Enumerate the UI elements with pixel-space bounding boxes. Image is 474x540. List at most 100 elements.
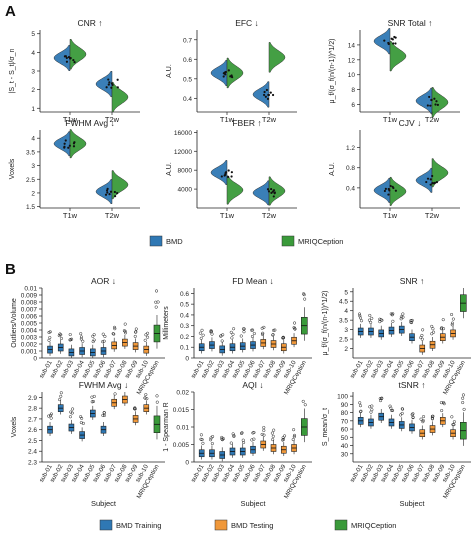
outlier-point [199, 433, 203, 437]
data-point [267, 190, 271, 193]
outlier-point [272, 328, 276, 332]
y-tick-label: 1.5 [26, 204, 35, 211]
y-tick-label: 0.009 [21, 293, 38, 300]
y-axis-label: A.U. [329, 162, 336, 176]
violin-half-bmd [415, 167, 433, 193]
outlier-point [123, 322, 127, 326]
outlier-point [391, 312, 395, 316]
y-tick-label: 0.01 [24, 286, 37, 293]
violin-half-mriqception [111, 170, 129, 200]
y-tick-label: 0.001 [21, 349, 38, 356]
outlier-point [272, 428, 276, 432]
data-point [67, 55, 71, 59]
outlier-point [144, 393, 148, 397]
y-tick-label: 16000 [174, 130, 192, 137]
outlier-point [59, 394, 63, 398]
data-point [227, 175, 230, 179]
outlier-point [79, 335, 83, 339]
outlier-point [59, 391, 63, 395]
outlier-point [451, 317, 455, 321]
box-chart-1: 00.0010.0020.0030.0040.0050.0060.0070.00… [11, 276, 165, 396]
outlier-point [451, 422, 455, 427]
violin-half-mriqception [268, 176, 286, 206]
outlier-point [101, 413, 105, 417]
outlier-point [391, 408, 395, 413]
y-tick-label: 4 [31, 136, 35, 143]
outlier-point [210, 332, 214, 336]
data-point [108, 193, 111, 196]
data-point [433, 181, 436, 184]
y-tick-label: 4.5 [339, 299, 348, 306]
x-tick-label: T2w [262, 211, 277, 220]
y-tick-label: 0.3 [180, 323, 189, 330]
violin-chart-2: 0.4 0.5 0.6 0.7 EFC ↓ A.U. T1w T2w [166, 18, 297, 124]
y-tick-label: 0.8 [346, 165, 355, 172]
outlier-point [211, 435, 215, 439]
outlier-point [439, 327, 443, 331]
outlier-point [292, 433, 297, 437]
outlier-point [80, 416, 84, 420]
y-axis-label: μ_f/(σ_f(n/(n-1))^1/2) [322, 291, 329, 356]
outlier-point [251, 431, 255, 435]
outlier-point [430, 324, 434, 328]
outlier-point [57, 334, 61, 338]
data-point [220, 175, 223, 178]
data-point [273, 191, 276, 194]
y-tick-label: 12 [348, 57, 356, 64]
y-tick-label: 5 [31, 31, 35, 38]
data-point [388, 189, 391, 192]
violin-half-bmd [210, 59, 228, 87]
data-point [113, 195, 117, 198]
outlier-point [450, 323, 454, 327]
y-tick-label: 60 [341, 427, 349, 434]
outlier-point [239, 334, 243, 338]
data-point [394, 42, 397, 45]
data-point [263, 90, 266, 94]
outlier-point [90, 395, 94, 399]
data-point [393, 35, 396, 39]
data-point [429, 104, 432, 107]
outlier-point [220, 339, 224, 343]
y-tick-label: 0.5 [180, 302, 189, 309]
data-point [224, 70, 227, 74]
y-tick-label: 2.7 [28, 416, 37, 423]
outlier-point [302, 293, 306, 297]
outlier-point [370, 404, 374, 408]
outlier-point [261, 331, 265, 335]
outlier-point [145, 397, 149, 401]
outlier-point [68, 415, 72, 419]
x-tick-label: T2w [105, 211, 120, 220]
outlier-point [92, 338, 96, 342]
data-point [270, 191, 273, 194]
y-tick-label: 0.5 [183, 76, 192, 83]
outlier-point [301, 399, 305, 403]
data-point [389, 184, 392, 188]
y-tick-label: 0 [185, 356, 189, 363]
outlier-point [156, 300, 160, 304]
outlier-point [241, 438, 245, 442]
y-tick-label: 70 [341, 418, 349, 425]
legend-swatch [281, 235, 295, 247]
outlier-point [411, 415, 415, 419]
outlier-point [273, 328, 277, 332]
y-tick-label: 0.015 [173, 407, 190, 414]
outlier-point [79, 337, 83, 341]
outlier-point [146, 331, 150, 335]
outlier-point [303, 297, 307, 301]
outlier-point [241, 327, 246, 331]
outlier-point [462, 407, 466, 411]
legend-label: BMD Testing [231, 521, 273, 530]
panel-b-label: B [5, 261, 16, 278]
data-point [266, 97, 270, 100]
y-tick-label: 0.007 [21, 307, 38, 314]
outlier-point [281, 336, 286, 340]
outlier-point [81, 339, 85, 343]
outlier-point [400, 407, 404, 411]
outlier-point [49, 416, 53, 420]
y-tick-label: 0.004 [21, 328, 38, 335]
outlier-point [154, 305, 158, 309]
data-point [262, 93, 266, 97]
outlier-point [102, 410, 106, 415]
outlier-point [262, 433, 266, 437]
data-point [63, 142, 66, 145]
